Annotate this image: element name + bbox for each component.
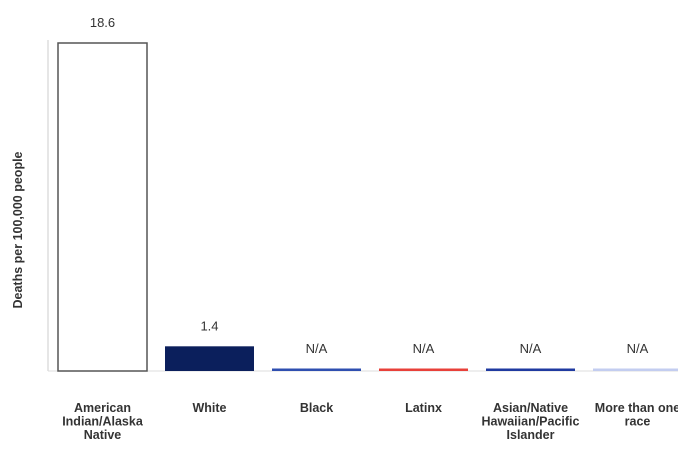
bar-value-label-1: 1.4 <box>200 318 218 333</box>
chart-marks: 18.6 American Indian/Alaska Native 1.4 White N… <box>57 15 678 442</box>
category-label-0: American Indian/Alaska Native <box>62 401 144 442</box>
category-label-4: Asian/Native Hawaiian/Pacific Islander <box>482 401 580 442</box>
bar-value-label-3: N/A <box>413 341 435 356</box>
y-axis-label: Deaths per 100,000 people <box>11 151 25 308</box>
bar-2 <box>272 368 361 371</box>
category-label-line: Black <box>300 401 333 415</box>
bar-3 <box>379 368 468 371</box>
category-label-3: Latinx <box>405 401 442 415</box>
bar-1 <box>165 346 254 371</box>
bar-value-label-2: N/A <box>306 341 328 356</box>
category-label-line: White <box>192 401 226 415</box>
category-label-line: Latinx <box>405 401 442 415</box>
category-label-line: American <box>74 401 131 415</box>
category-label-2: Black <box>300 401 333 415</box>
bar-4 <box>486 368 575 371</box>
category-label-line: More than one <box>595 401 678 415</box>
category-label-line: Indian/Alaska <box>62 415 144 429</box>
bar-value-label-5: N/A <box>627 341 649 356</box>
category-label-line: race <box>625 415 651 429</box>
bar-5 <box>593 368 678 371</box>
bar-0 <box>57 42 148 372</box>
category-label-line: Hawaiian/Pacific <box>482 415 580 429</box>
category-label-line: Asian/Native <box>493 401 568 415</box>
category-label-1: White <box>192 401 226 415</box>
category-label-line: Native <box>84 428 122 442</box>
category-label-line: Islander <box>507 428 555 442</box>
bar-value-label-4: N/A <box>520 341 542 356</box>
bar-value-label-0: 18.6 <box>90 15 115 30</box>
category-label-5: More than one race <box>595 401 678 429</box>
